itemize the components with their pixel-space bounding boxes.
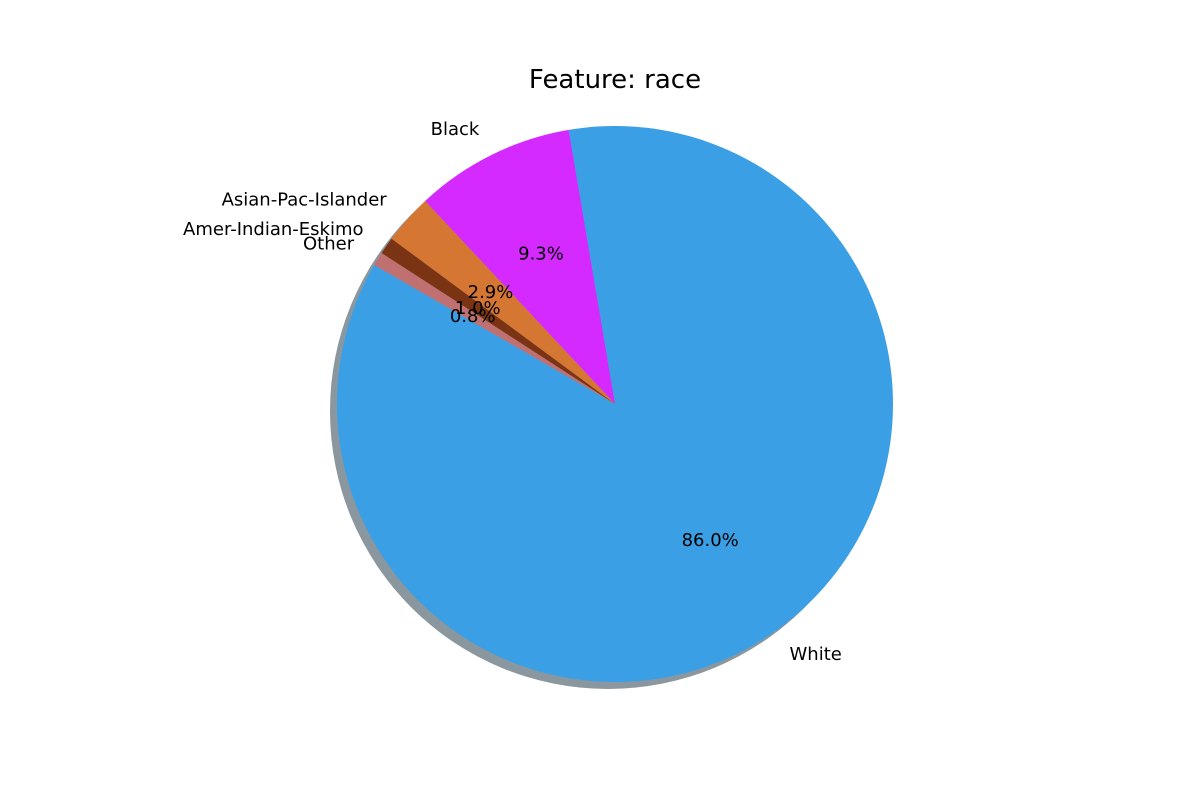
slice-label: Other — [303, 234, 355, 255]
slice-percentage-label: 1.0% — [455, 298, 501, 319]
pie-slice-white — [336, 125, 893, 682]
pie-slice-asian-pac-islander — [391, 200, 615, 404]
slice-label: Asian-Pac-Islander — [222, 190, 388, 211]
slice-percentage-label: 2.9% — [468, 282, 514, 303]
slice-label: Black — [431, 119, 480, 140]
slice-percentage-label: 9.3% — [518, 244, 564, 265]
chart-title: Feature: race — [529, 65, 701, 95]
pie-slice-other — [374, 253, 615, 404]
slice-percentage-label: 86.0% — [682, 530, 739, 551]
pie-labels: White 86.0% Black 9.3% Asian-Pac-Islander 2.9… — [183, 119, 842, 665]
slice-label: Amer-Indian-Eskimo — [183, 219, 363, 240]
pie-slice-amer-indian-eskimo — [381, 238, 615, 404]
pie-slice-black — [425, 129, 615, 404]
slice-label: White — [790, 644, 842, 665]
pie-slices — [336, 125, 893, 682]
slice-percentage-label: 0.8% — [450, 306, 496, 327]
